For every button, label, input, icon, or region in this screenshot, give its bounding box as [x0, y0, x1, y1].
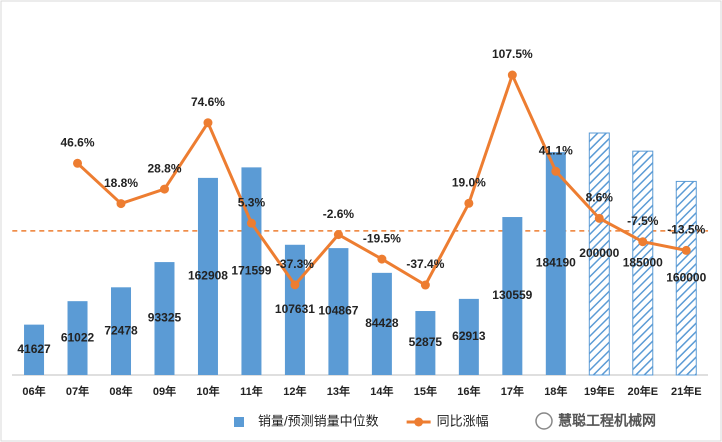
- legend-label: 同比涨幅: [437, 413, 489, 428]
- line-point: [464, 198, 474, 208]
- line-point: [290, 280, 300, 290]
- x-tick-label: 15年: [414, 384, 437, 398]
- line-point: [159, 184, 169, 194]
- x-tick-label: 14年: [370, 384, 393, 398]
- x-tick-label: 11年: [240, 384, 263, 398]
- line-label: -37.3%: [276, 257, 314, 271]
- x-tick-label: 08年: [109, 384, 132, 398]
- bar-label: 104867: [318, 304, 358, 318]
- x-tick-label: 18年: [544, 384, 567, 398]
- legend-swatch: [234, 417, 244, 427]
- bar-label: 84428: [365, 316, 399, 330]
- x-tick-label: 07年: [66, 384, 89, 398]
- bar: [154, 262, 175, 375]
- line-point: [681, 245, 691, 255]
- line-point: [203, 118, 213, 128]
- watermark-icon: [535, 412, 553, 430]
- line-label: 41.1%: [539, 143, 573, 157]
- bar: [588, 132, 610, 376]
- bar: [24, 324, 45, 375]
- bar-label: 160000: [666, 270, 706, 284]
- line-point: [507, 70, 517, 80]
- x-tick-label: 16年: [457, 384, 480, 398]
- legend-label: 销量/预测销量中位数: [258, 413, 379, 428]
- x-tick-label: 06年: [22, 384, 45, 398]
- legend-swatch: [414, 417, 424, 427]
- line-label: -13.5%: [667, 223, 705, 237]
- line-label: 19.0%: [452, 175, 486, 189]
- bar: [675, 180, 697, 376]
- bar-label: 52875: [409, 335, 443, 349]
- bar-label: 107631: [275, 302, 315, 316]
- line-point: [333, 230, 343, 240]
- bar: [67, 301, 88, 375]
- line-label: -7.5%: [627, 214, 659, 228]
- bar: [502, 217, 523, 375]
- bar-label: 130559: [492, 288, 532, 302]
- x-tick-label: 12年: [283, 384, 306, 398]
- bar-label: 61022: [61, 330, 95, 344]
- x-tick-label: 19年E: [584, 384, 615, 398]
- line-point: [246, 218, 256, 228]
- line-point: [377, 254, 387, 264]
- line-label: -2.6%: [323, 207, 355, 221]
- x-tick-label: 17年: [501, 384, 524, 398]
- bar-label: 200000: [579, 246, 619, 260]
- line-point: [594, 213, 604, 223]
- x-tick-label: 21年E: [671, 384, 702, 398]
- bar: [371, 272, 392, 375]
- bar: [241, 167, 262, 375]
- line-label: 18.8%: [104, 176, 138, 190]
- bar: [545, 152, 566, 375]
- x-tick-label: 10年: [196, 384, 219, 398]
- line-label: 74.6%: [191, 95, 225, 109]
- line-label: -19.5%: [363, 231, 401, 245]
- line-label: 46.6%: [61, 135, 95, 149]
- line-label: -37.4%: [406, 257, 444, 271]
- watermark: 慧聪工程机械网: [535, 412, 656, 430]
- line-point: [551, 166, 561, 176]
- bar-label: 184190: [536, 256, 576, 270]
- bar-label: 171599: [231, 263, 271, 277]
- bar: [632, 150, 654, 376]
- watermark-text: 慧聪工程机械网: [558, 413, 656, 429]
- bar: [111, 287, 132, 375]
- bar: [197, 177, 218, 375]
- line-point: [73, 158, 83, 168]
- line-point: [420, 280, 430, 290]
- line-label: 5.3%: [238, 195, 266, 209]
- line-label: 28.8%: [147, 161, 181, 175]
- line-label: 107.5%: [492, 47, 533, 61]
- bar: [415, 311, 436, 375]
- x-tick-label: 20年E: [627, 384, 658, 398]
- bar-label: 62913: [452, 329, 486, 343]
- line-point: [638, 237, 648, 247]
- bar-label: 185000: [623, 255, 663, 269]
- line-label: 8.6%: [586, 191, 614, 205]
- x-tick-label: 13年: [327, 384, 350, 398]
- line-point: [116, 199, 126, 209]
- bar-label: 162908: [188, 269, 228, 283]
- x-tick-label: 09年: [153, 384, 176, 398]
- bar-label: 93325: [148, 311, 182, 325]
- bar-label: 41627: [17, 342, 51, 356]
- bar: [328, 248, 349, 375]
- bar: [458, 298, 479, 375]
- bar-label: 72478: [104, 323, 138, 337]
